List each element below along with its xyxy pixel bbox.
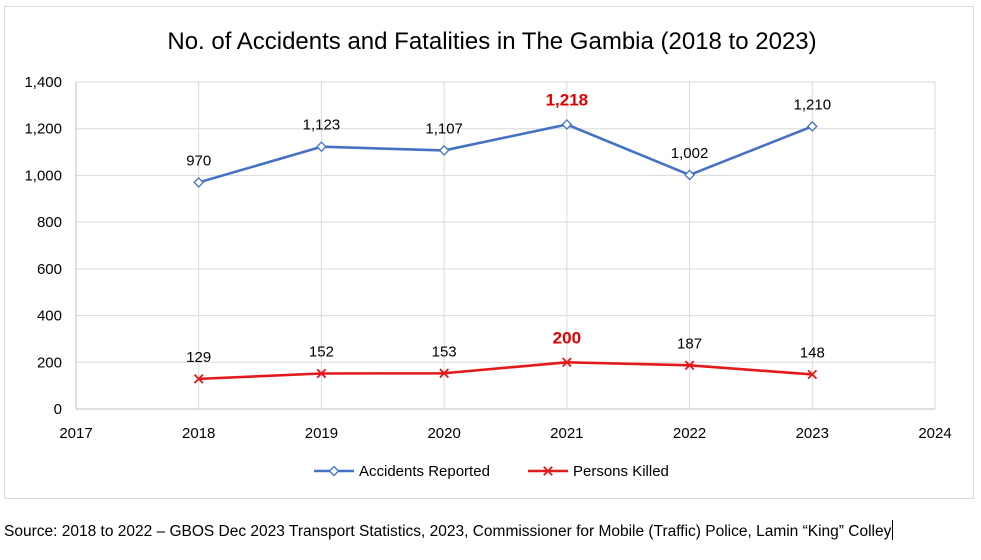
y-tick-label: 0 xyxy=(54,401,62,418)
gridlines xyxy=(76,81,936,409)
series-line-2 xyxy=(198,360,813,381)
y-tick-label: 1,000 xyxy=(24,167,62,184)
legend: Accidents Reported Persons Killed xyxy=(314,463,669,480)
x-tick-label: 2019 xyxy=(305,425,338,442)
source-note: Source: 2018 to 2022 – GBOS Dec 2023 Tra… xyxy=(4,520,894,541)
data-point xyxy=(807,369,818,380)
series-line-1 xyxy=(198,123,813,184)
x-tick-label: 2021 xyxy=(550,425,583,442)
x-tick-label: 2020 xyxy=(427,425,460,442)
data-label: 148 xyxy=(800,344,825,361)
data-point xyxy=(439,368,449,379)
data-point xyxy=(684,360,695,371)
data-point xyxy=(684,169,695,181)
data-label: 1,002 xyxy=(671,145,709,162)
y-tick-label: 800 xyxy=(37,214,62,231)
y-tick-label: 1,400 xyxy=(24,74,62,91)
source-text: Source: 2018 to 2022 – GBOS Dec 2023 Tra… xyxy=(4,523,892,540)
legend-marker-1 xyxy=(328,465,340,477)
data-point xyxy=(316,141,327,153)
data-label: 153 xyxy=(432,343,457,360)
y-tick-label: 200 xyxy=(37,354,62,371)
text-cursor xyxy=(892,520,894,540)
y-tick-label: 400 xyxy=(37,308,62,325)
data-label: 1,218 xyxy=(546,91,589,110)
data-label: 1,123 xyxy=(303,117,341,134)
data-label: 1,210 xyxy=(794,96,832,113)
data-point xyxy=(193,177,205,188)
chart-title: No. of Accidents and Fatalities in The G… xyxy=(167,28,816,55)
data-point xyxy=(193,374,204,384)
chart-area: No. of Accidents and Fatalities in The G… xyxy=(4,6,974,499)
legend-label-2: Persons Killed xyxy=(573,463,669,480)
legend-label-1: Accidents Reported xyxy=(359,463,490,480)
data-labels: 970 1,123 1,107 1,218 1,002 1,210 129 152 153 200… xyxy=(186,91,831,366)
data-point xyxy=(438,145,450,156)
data-label: 152 xyxy=(309,343,334,360)
x-tick-label: 2022 xyxy=(673,425,706,442)
data-point xyxy=(561,119,573,130)
data-label: 970 xyxy=(186,152,211,169)
data-label: 1,107 xyxy=(425,120,463,137)
x-tick-label: 2024 xyxy=(918,425,951,442)
line-chart: No. of Accidents and Fatalities in The G… xyxy=(24,28,951,480)
data-point xyxy=(806,120,818,132)
y-tick-label: 600 xyxy=(37,261,62,278)
data-series xyxy=(193,119,818,384)
x-tick-label: 2017 xyxy=(59,425,92,442)
y-tick-label: 1,200 xyxy=(24,121,62,138)
data-label: 200 xyxy=(553,328,581,347)
x-tick-label: 2023 xyxy=(796,425,829,442)
data-point xyxy=(316,368,327,379)
axes: 0 200 400 600 800 1,000 1,200 1,400 2017 2018 2019… xyxy=(24,74,951,442)
x-tick-label: 2018 xyxy=(182,425,215,442)
legend-marker-2 xyxy=(543,466,553,476)
data-point xyxy=(562,357,572,368)
data-label: 129 xyxy=(186,349,211,366)
data-label: 187 xyxy=(677,335,702,352)
